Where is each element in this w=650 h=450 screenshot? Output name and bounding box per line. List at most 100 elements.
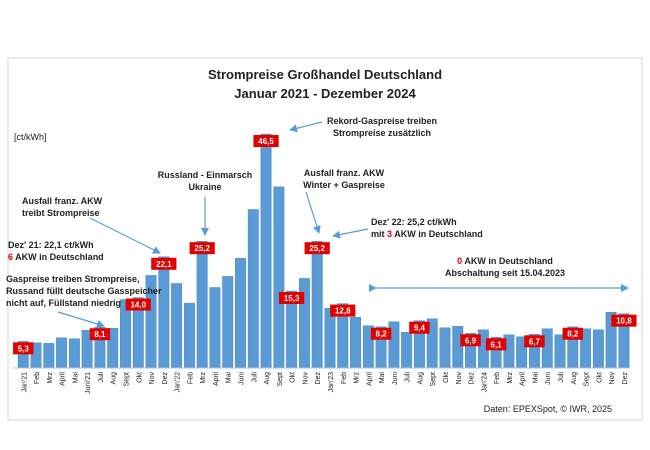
value-label-box (89, 328, 111, 341)
bar (56, 337, 68, 369)
x-tick-label: Juni'21 (85, 372, 92, 394)
annotation-line: Abschaltung seit 15.04.2023 (445, 268, 565, 278)
x-tick-label: Mrz (47, 372, 54, 384)
annotations: Gaspreise treiben Strompreise, Russand fü… (6, 116, 565, 308)
x-tick-label: Jan'21 (21, 372, 28, 393)
value-label-box (524, 335, 545, 348)
value-label-text: 9,4 (414, 324, 426, 333)
annotation-line: Winter + Gaspreise (303, 180, 385, 190)
annotation-rekord: Rekord-Gaspreise treiben Strompreise zusä… (327, 116, 437, 138)
chart-title: Strompreise Großhandel Deutschland (208, 67, 442, 82)
annotation-line: Gaspreise treiben Strompreise, (6, 274, 140, 284)
x-tick-label: Juli (98, 372, 105, 383)
x-tick-label: Aug (111, 372, 118, 385)
x-tick-label: April (520, 372, 527, 386)
value-label-box (370, 327, 392, 340)
value-label-text: 12,8 (335, 307, 351, 316)
value-label-text: 10,8 (616, 317, 632, 326)
value-label-box (485, 338, 507, 351)
x-tick-label: Feb (34, 372, 41, 384)
value-label-box (13, 342, 34, 355)
x-tick-label: Dez (622, 372, 629, 385)
bar (158, 256, 170, 369)
value-label-box (189, 242, 215, 255)
annotation-line: 6 AKW in Deutschland (8, 252, 104, 262)
value-label-text: 8,2 (567, 330, 579, 339)
x-tick-label: Juli (558, 372, 565, 383)
value-label: 8,2 (562, 327, 583, 340)
annotation-ausfall-akw-1: Ausfall franz. AKW treibt Strompreise (22, 196, 103, 218)
x-tick-label: Juni (545, 372, 552, 385)
x-tick-label: April (60, 372, 67, 386)
value-label-text: 46,5 (258, 137, 274, 146)
value-label-box (304, 242, 330, 255)
value-label: 22,1 (151, 257, 177, 270)
bar (273, 186, 285, 369)
bar (235, 258, 246, 369)
x-tick-label: Feb (341, 372, 348, 384)
y-axis-unit: [ct/kWh] (14, 132, 47, 142)
annotation-arrows (57, 121, 629, 328)
annotation-line: Dez' 22: 25,2 ct/kWh (371, 217, 457, 227)
value-label-text: 25,2 (309, 244, 325, 253)
annotation-text: AKW in Deutschland (392, 229, 483, 239)
bar (68, 338, 80, 369)
annotation-line: Ausfall franz. AKW (304, 168, 385, 178)
x-tick-label: Okt (443, 372, 450, 383)
x-tick-label: Juni (392, 372, 399, 385)
x-tick-label: Nov (302, 372, 309, 385)
value-label-box (151, 257, 177, 270)
x-tick-label: Dez (315, 372, 322, 385)
annotation-text: mit (371, 229, 387, 239)
x-tick-label: Okt (290, 372, 297, 383)
annotation-line: Russland - Einmarsch (158, 170, 253, 180)
x-tick-label: Juni (239, 372, 246, 385)
x-tick-label: Aug (571, 372, 578, 385)
value-label: 6,9 (460, 334, 481, 347)
value-label: 46,5 (253, 135, 279, 147)
bar (196, 240, 208, 369)
bar (401, 332, 413, 369)
bar (247, 209, 259, 369)
value-label-text: 14,0 (130, 301, 146, 310)
x-tick-label: Okt (136, 372, 143, 383)
x-tick-label: Nov (149, 372, 156, 385)
value-label-box (409, 321, 430, 334)
value-label-text: 22,1 (156, 260, 172, 269)
value-labels: 5,3 8,1 14,0 22,1 25,2 46,5 15,3 25,2 12,8 8,2 9,4… (13, 135, 637, 355)
annotation-dez22: Dez' 22: 25,2 ct/kWh mit 3 AKW in Deutsch… (371, 217, 483, 239)
value-label: 12,8 (330, 304, 356, 317)
x-tick-label: Mai (532, 372, 539, 384)
x-tick-label: Mai (379, 372, 386, 384)
value-label: 8,1 (89, 328, 111, 341)
x-tick-label: Mai (72, 372, 79, 384)
value-label-text: 6,1 (491, 340, 503, 349)
bar (541, 328, 553, 369)
value-label-text: 5,3 (18, 344, 30, 353)
value-label-text: 8,2 (376, 330, 388, 339)
annotation-line: Ausfall franz. AKW (22, 196, 103, 206)
chart-subtitle: Januar 2021 - Dezember 2024 (234, 86, 416, 101)
x-tick-label: Juli (405, 372, 412, 383)
value-label-text: 8,1 (94, 330, 106, 339)
x-tick-label: Aug (264, 372, 271, 385)
annotation-line: Rekord-Gaspreise treiben (327, 116, 437, 126)
x-tick-label: Nov (609, 372, 616, 385)
arrow-rekord (289, 121, 323, 133)
annotation-line: Strompreise zusätzlich (333, 128, 431, 138)
x-tick-label: Dez (162, 372, 169, 385)
value-label: 8,2 (370, 327, 392, 340)
bar (324, 307, 336, 369)
x-tick-label: April (366, 372, 373, 386)
value-label-box (279, 292, 305, 305)
value-label: 25,2 (189, 242, 215, 255)
x-tick-label: Juli (251, 372, 258, 383)
annotation-dez21: Dez' 21: 22,1 ct/kWh 6 AKW in Deutschland (8, 240, 104, 262)
x-tick-label: Dez (469, 372, 476, 385)
value-label: 25,2 (304, 242, 330, 255)
annotation-ausfall-akw-2: Ausfall franz. AKW Winter + Gaspreise (303, 168, 385, 190)
annotation-null-akw: 0 AKW in Deutschland Abschaltung seit 15.… (445, 256, 565, 278)
x-tick-label: Aug (417, 372, 424, 385)
